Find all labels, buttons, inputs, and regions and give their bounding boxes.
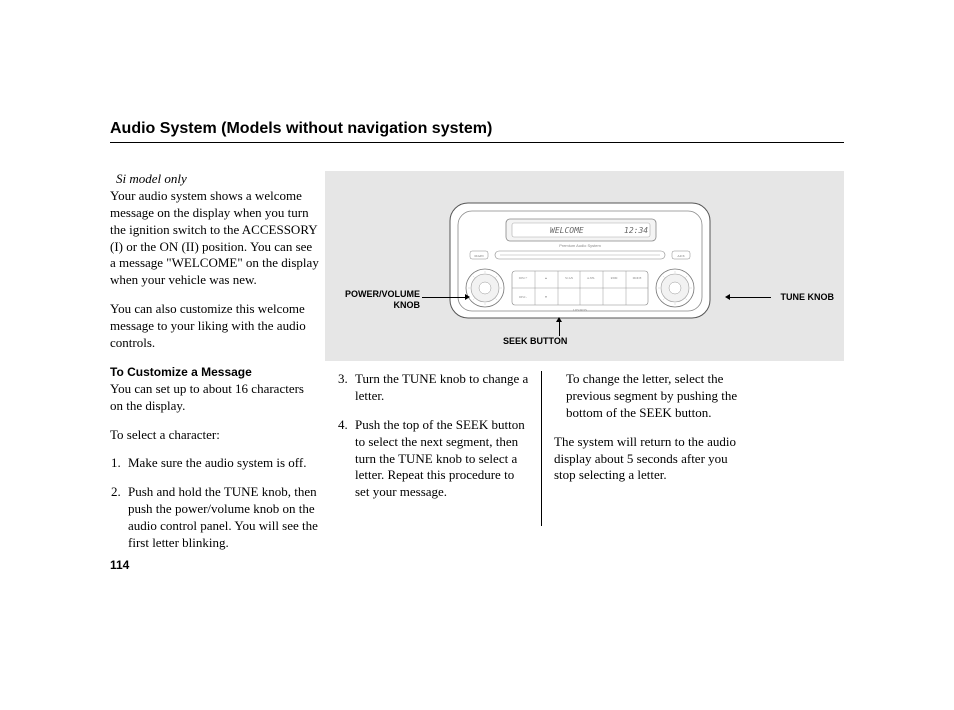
return-text: The system will return to the audio disp… [554,434,747,485]
right-area: WELCOME 12:34 Premium Audio System MAIN … [325,171,844,526]
manual-page: Audio System (Models without navigation … [0,0,954,526]
label-seek-button: SEEK BUTTON [503,336,567,347]
steps-list-b: Turn the TUNE knob to change a letter. P… [337,371,529,501]
intro-paragraph-1: Your audio system shows a welcome messag… [110,188,320,289]
column-2: Turn the TUNE knob to change a letter. P… [325,371,542,526]
arrow-power [465,294,470,300]
page-title: Audio System (Models without navigation … [110,120,844,143]
svg-text:MAIN: MAIN [474,254,484,258]
column-1: Si model only Your audio system shows a … [110,171,325,526]
arrow-tune [725,294,730,300]
columns-2-3: Turn the TUNE knob to change a letter. P… [325,371,844,526]
column-3: To change the letter, select the previou… [542,371,759,526]
display-welcome: WELCOME [550,226,584,235]
content-columns: Si model only Your audio system shows a … [110,171,844,526]
step-4: Push the top of the SEEK button to selec… [351,417,529,501]
svg-text:RDM: RDM [611,276,618,280]
intro-paragraph-2: You can also customize this welcome mess… [110,301,320,352]
arrow-seek [556,317,562,322]
change-letter-text: To change the letter, select the previou… [554,371,747,422]
svg-text:DISC+: DISC+ [519,276,528,280]
model-note: Si model only [116,171,320,188]
svg-text:A.SEL: A.SEL [587,276,595,280]
step-3: Turn the TUNE knob to change a letter. [351,371,529,405]
step-1: Make sure the audio system is off. [124,455,320,472]
svg-text:MODE: MODE [633,276,642,280]
svg-text:▲: ▲ [545,276,548,280]
svg-text:Premium Audio System: Premium Audio System [559,243,601,248]
svg-text:LPS/RDS: LPS/RDS [573,308,587,312]
svg-text:AUX: AUX [677,254,685,258]
svg-text:SCAN: SCAN [565,276,574,280]
steps-list-a: Make sure the audio system is off. Push … [110,455,320,551]
svg-text:▼: ▼ [545,295,548,299]
pointer-tune [728,297,771,298]
svg-text:DISC-: DISC- [519,295,527,299]
pointer-seek [559,321,560,336]
radio-diagram: WELCOME 12:34 Premium Audio System MAIN … [325,171,844,361]
display-time: 12:34 [624,226,648,235]
label-power-volume-knob: POWER/VOLUME KNOB [335,289,420,311]
radio-svg: WELCOME 12:34 Premium Audio System MAIN … [440,193,720,333]
select-char-text: To select a character: [110,427,320,444]
page-number: 114 [110,558,129,572]
char-limit-text: You can set up to about 16 characters on… [110,381,304,413]
column-1-upper: Si model only Your audio system shows a … [110,171,320,564]
customize-heading: To Customize a Message [110,365,252,379]
step-2: Push and hold the TUNE knob, then push t… [124,484,320,552]
pointer-power [422,297,467,298]
label-tune-knob: TUNE KNOB [781,292,835,303]
